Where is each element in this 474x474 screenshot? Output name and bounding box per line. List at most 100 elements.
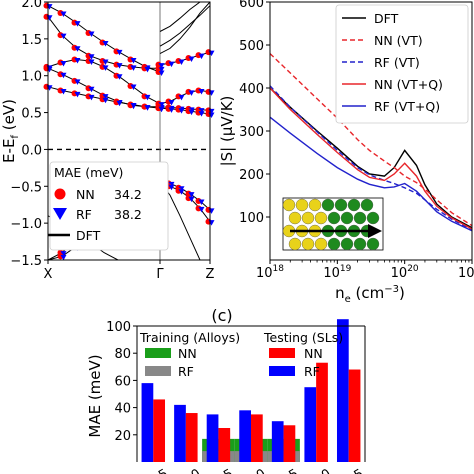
mae-xtick-label: 50.0 — [236, 466, 269, 474]
rf-band-point — [130, 84, 137, 91]
seebeck-curve-dft — [269, 87, 473, 229]
rf-band-point — [88, 86, 95, 93]
crystal-inset — [282, 197, 384, 251]
band-ytick-label: 2.0 — [21, 0, 42, 11]
seebeck-xtick-label: 1019 — [323, 264, 351, 281]
rf-band-point — [188, 192, 195, 198]
seebeck-curve-nn-vt — [269, 53, 473, 227]
inset-atom — [347, 198, 361, 212]
seebeck-ytick-label: 300 — [239, 125, 264, 140]
mae-ytick-label: 80 — [114, 347, 131, 362]
rf-band-point — [102, 94, 109, 100]
band-legend: MAE (meV) NN 34.2 RF 38.2 DFT — [48, 161, 169, 251]
rf-band-point — [158, 106, 165, 113]
legend-nn-marker — [54, 188, 66, 200]
inset-atom — [301, 211, 315, 225]
rf-band-point — [88, 31, 95, 37]
inset-atom — [360, 198, 374, 212]
inset-atom — [301, 237, 315, 251]
inset-atom — [334, 198, 348, 212]
seebeck-curve-rf-vt — [269, 85, 473, 231]
rf-band-point — [178, 189, 185, 195]
seebeck-ytick-label: 600 — [239, 0, 264, 11]
dft-band-line — [159, 1, 211, 55]
rf-band-point — [74, 79, 81, 85]
seebeck-curve-nn-vt-q — [269, 87, 473, 230]
rf-band-point — [130, 65, 137, 71]
testing-rf-bar — [239, 410, 251, 462]
rf-band-point — [60, 11, 67, 18]
seebeck-legend-label: NN (VT+Q) — [374, 77, 443, 92]
testing-rf-bar — [174, 404, 186, 462]
rf-band-point — [74, 46, 81, 52]
rf-band-point — [144, 94, 151, 101]
rf-band-point — [144, 105, 151, 111]
testing-rf-bar — [304, 387, 317, 462]
rf-band-point — [168, 184, 175, 191]
legend-testing-rf-label: RF — [304, 364, 320, 379]
legend-training-title: Training (Alloys) — [139, 330, 240, 345]
seebeck-ytick-label: 200 — [239, 168, 264, 183]
band-ytick-label: 1.0 — [21, 70, 42, 85]
kpoint-label: Γ — [156, 267, 164, 282]
testing-rf-bar — [271, 421, 284, 462]
rf-band-point — [116, 74, 123, 80]
rf-band-point — [60, 251, 67, 257]
seebeck-xlabel: ne (cm−3) — [335, 284, 405, 305]
rf-band-point — [188, 196, 195, 203]
mae-ytick-label: 60 — [114, 374, 131, 389]
rf-band-point — [178, 108, 185, 114]
rf-band-point — [158, 63, 165, 69]
rf-band-point — [188, 56, 195, 63]
rf-band-point — [168, 61, 175, 68]
seebeck-legend-label: DFT — [374, 11, 399, 26]
inset-atom — [288, 211, 302, 225]
legend-testing-title: Testing (SLs) — [263, 330, 343, 345]
testing-nn-bar — [283, 425, 296, 462]
seebeck-legend-label: RF (VT+Q) — [374, 99, 440, 114]
rf-band-point — [158, 70, 165, 77]
inset-atom — [327, 211, 341, 225]
dft-band-line — [159, 5, 211, 47]
rf-band-point — [116, 63, 123, 69]
rf-band-point — [74, 91, 81, 98]
inset-atom — [288, 237, 302, 251]
testing-nn-bar — [251, 414, 263, 462]
rf-band-point — [198, 111, 205, 117]
inset-atom — [340, 237, 354, 251]
rf-band-point — [102, 41, 109, 47]
mae-ytick-label: 40 — [114, 402, 131, 417]
legend-testing-nn-label: NN — [304, 346, 323, 361]
rf-band-point — [188, 90, 195, 96]
legend-testing-rf-swatch — [269, 366, 295, 376]
seebeck-ytick-label: 500 — [239, 39, 264, 54]
testing-nn-bar — [153, 399, 166, 462]
rf-band-point — [60, 88, 67, 95]
rf-band-point — [168, 107, 175, 113]
rf-band-point — [144, 66, 151, 73]
rf-band-point — [88, 54, 95, 60]
rf-band-point — [102, 59, 109, 65]
rf-band-point — [130, 102, 137, 109]
mae-panel: (c) 12.525.037.550.062.575.087.5 20 40 60 80… — [86, 306, 366, 474]
band-ytick-label: 0.5 — [21, 107, 42, 122]
inset-atom — [366, 237, 380, 251]
rf-band-point — [102, 97, 109, 104]
rf-band-point — [60, 60, 67, 67]
rf-band-point — [88, 94, 95, 101]
seebeck-xtick-label: 1018 — [256, 264, 284, 281]
band-structure-frame — [47, 1, 211, 261]
seebeck-frame — [269, 1, 473, 261]
inset-atom — [314, 211, 328, 225]
legend-training-rf-label: RF — [178, 364, 194, 379]
inset-atom — [295, 198, 309, 212]
mae-xtick-label: 37.5 — [203, 466, 236, 474]
legend-training-nn-label: NN — [178, 346, 197, 361]
legend-nn-value: 34.2 — [114, 187, 142, 202]
seebeck-ytick-label: 100 — [239, 211, 264, 226]
seebeck-legend: DFT NN (VT) RF (VT) NN (VT+Q) RF (VT+Q) — [335, 4, 469, 124]
testing-nn-bar — [348, 369, 361, 462]
band-ytick-label: 0.0 — [21, 143, 42, 158]
seebeck-legend-label: NN (VT) — [374, 33, 423, 48]
mae-xtick-label: 62.5 — [269, 466, 302, 474]
